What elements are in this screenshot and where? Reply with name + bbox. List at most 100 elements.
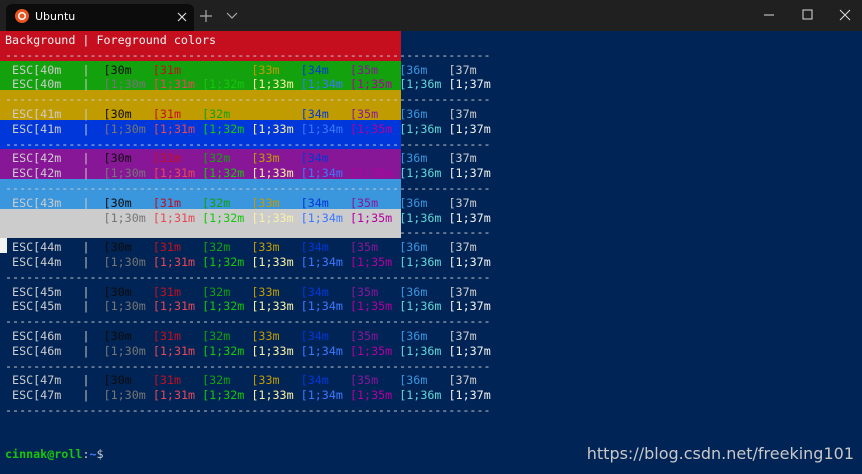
color-sample: [35m (349, 151, 379, 166)
color-sample: [37m (448, 373, 477, 388)
separator: ----------------------------------------… (5, 358, 491, 373)
color-sample: [1;36m (399, 121, 442, 136)
color-sample: [32m (202, 62, 231, 77)
color-sample: [1;33m (251, 299, 294, 314)
color-sample: [31m (152, 284, 181, 299)
color-sample: [30m (103, 329, 132, 343)
background-label: ESC[43m (12, 195, 62, 210)
color-sample: [1;36m (399, 210, 442, 225)
minimize-button[interactable] (763, 9, 775, 21)
separator: ----------------------------------------… (5, 92, 491, 107)
color-sample: [1;36m (399, 388, 442, 403)
color-sample: [36m (399, 240, 428, 255)
background-block (0, 60, 402, 91)
color-sample: [1;31m (152, 210, 196, 225)
color-sample: [1;33m (251, 166, 294, 181)
color-sample: [1;35m (349, 343, 393, 358)
background-label: ESC[45m (12, 299, 62, 314)
color-sample: [36m (399, 329, 428, 343)
color-sample: [33m (251, 329, 280, 343)
separator: ----------------------------------------… (5, 181, 491, 195)
color-sample: [1;30m (103, 77, 146, 92)
new-tab-button[interactable] (200, 10, 212, 22)
color-sample: [35m (349, 240, 379, 255)
color-sample: [1;37m (448, 388, 491, 403)
color-sample: [31m (152, 62, 181, 77)
color-sample: [33m (251, 62, 280, 77)
divider: | (82, 77, 90, 92)
close-button[interactable] (839, 9, 851, 21)
color-sample: [34m (300, 195, 329, 210)
color-sample: [34m (300, 151, 329, 166)
color-sample: [1;32m (202, 166, 245, 181)
color-sample: [1;36m (399, 343, 442, 358)
maximize-button[interactable] (802, 9, 814, 21)
background-label: ESC[40m (12, 77, 62, 92)
background-label: ESC[45m (12, 284, 62, 299)
color-sample: [32m (202, 329, 231, 343)
color-sample: [1;37m (448, 210, 491, 225)
color-sample: [1;35m (349, 210, 393, 225)
background-label: ESC[41m (12, 121, 62, 136)
background-label: ESC[44m (12, 255, 62, 269)
color-sample: [35m (349, 284, 379, 299)
color-sample: [36m (399, 373, 428, 388)
background-block (0, 178, 402, 209)
color-sample: [1;32m (202, 343, 245, 358)
color-sample: [34m (300, 373, 329, 388)
color-sample: [36m (399, 284, 428, 299)
color-sample: [30m (103, 195, 132, 210)
background-block (0, 208, 402, 239)
color-sample: [37m (448, 151, 477, 166)
color-sample: [37m (448, 284, 477, 299)
prompt-path: ~ (89, 447, 97, 462)
color-sample: [1;32m (202, 388, 245, 403)
color-sample: [1;31m (152, 299, 196, 314)
background-block (0, 119, 402, 150)
color-sample: [1;34m (300, 121, 343, 136)
color-sample: [36m (399, 62, 428, 77)
color-sample: [1;35m (349, 255, 393, 269)
color-sample: [35m (349, 107, 379, 121)
color-sample: [37m (448, 240, 477, 255)
color-sample: [35m (349, 329, 379, 343)
color-sample: [1;35m (349, 121, 393, 136)
color-sample: [32m (202, 373, 231, 388)
color-sample: [30m (103, 62, 132, 77)
background-label: ESC[46m (12, 343, 62, 358)
color-sample: [37m (448, 195, 477, 210)
color-sample: [33m (251, 151, 280, 166)
color-sample: [1;32m (202, 210, 245, 225)
color-sample: [34m (300, 62, 329, 77)
color-sample: [1;33m (251, 121, 294, 136)
prompt-user: cinnak@roll (5, 447, 83, 462)
color-sample: [1;34m (300, 255, 343, 269)
color-sample: [1;30m (103, 299, 146, 314)
color-sample: [32m (202, 195, 231, 210)
color-sample: [1;34m (300, 299, 343, 314)
background-label: ESC[47m (12, 388, 62, 403)
background-block (0, 90, 402, 120)
color-sample: [30m (103, 240, 132, 255)
color-sample: [33m (251, 284, 280, 299)
color-sample: [37m (448, 107, 477, 121)
color-sample: [1;31m (152, 388, 196, 403)
color-sample: [36m (399, 107, 428, 121)
tab[interactable]: Ubuntu (6, 4, 194, 31)
color-sample: [1;31m (152, 166, 196, 181)
color-sample: [1;37m (448, 121, 491, 136)
color-sample: [1;35m (349, 77, 393, 92)
color-sample: [37m (448, 329, 477, 343)
divider: | (82, 62, 90, 77)
background-block (0, 31, 402, 61)
separator: ----------------------------------------… (5, 136, 491, 151)
color-sample: [1;30m (103, 166, 146, 181)
color-sample: [1;32m (202, 77, 245, 92)
divider: | (82, 166, 90, 181)
color-sample: [1;36m (399, 255, 442, 269)
dropdown-button[interactable] (226, 12, 238, 20)
color-sample: [1;32m (202, 121, 245, 136)
color-sample: [1;34m (300, 77, 343, 92)
tab-close[interactable] (177, 12, 187, 22)
background-label: ESC[46m (12, 329, 62, 343)
